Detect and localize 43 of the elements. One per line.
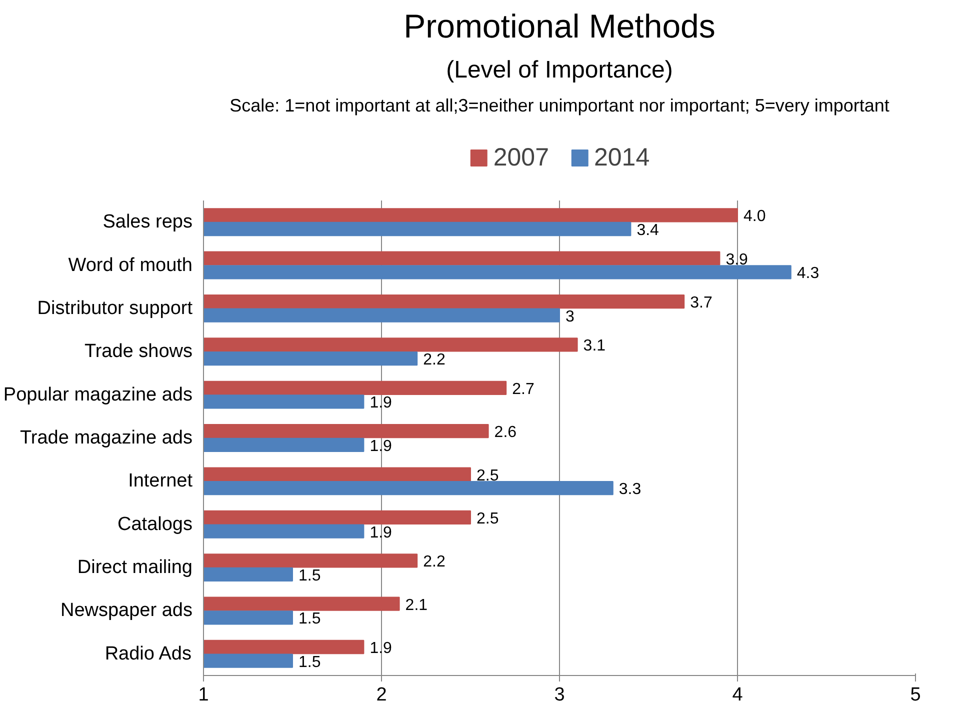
- data-label: 3.7: [690, 294, 712, 312]
- data-label: 4.0: [744, 208, 766, 226]
- data-label: 3.9: [726, 251, 748, 268]
- data-label: 2.1: [405, 596, 428, 614]
- legend-label: 2007: [493, 143, 549, 172]
- data-label: 2.2: [423, 554, 446, 571]
- x-tick-label: 1: [198, 684, 209, 706]
- y-tick-label: Word of mouth: [68, 254, 193, 276]
- text: Scale: 1=not important at all;3=neither unimportant nor important; 5=very important: [230, 96, 890, 116]
- y-tick-label: Trade magazine ads: [20, 428, 193, 448]
- chart-subtitle: (Level of Importance): [446, 56, 673, 84]
- data-label: 2.2: [423, 352, 446, 369]
- y-tick-label: Sales reps: [102, 212, 193, 233]
- y-tick-label: Radio Ads: [104, 643, 192, 664]
- data-label: 2.5: [476, 510, 499, 528]
- y-tick-label: Popular magazine ads: [3, 384, 193, 406]
- chart-title: Promotional Methods: [404, 8, 716, 44]
- y-tick-label: Trade shows: [84, 341, 192, 362]
- data-label: 1.9: [370, 524, 392, 542]
- y-tick-label: Internet: [128, 470, 194, 492]
- data-label: 2.5: [476, 467, 499, 484]
- data-label: 1.5: [298, 567, 321, 584]
- x-tick-label: 5: [910, 684, 921, 706]
- y-tick-label: Newspaper ads: [60, 600, 193, 622]
- data-label: 1.9: [370, 640, 392, 657]
- data-label: 1.5: [298, 610, 321, 628]
- data-label: 3: [566, 308, 574, 326]
- x-tick-label: 2: [376, 684, 387, 706]
- data-label: 2.7: [512, 380, 534, 398]
- data-label: 3.4: [636, 222, 660, 239]
- data-label: 3.3: [618, 481, 642, 498]
- data-label: 1.5: [298, 654, 321, 671]
- data-label: 1.9: [370, 394, 392, 412]
- y-tick-label: Catalogs: [118, 514, 193, 535]
- y-tick-label: Distributor support: [37, 298, 194, 319]
- data-label: 1.9: [370, 438, 392, 455]
- legend-label: 2014: [594, 143, 650, 172]
- data-label: 2.6: [494, 424, 517, 442]
- y-tick-label: Direct mailing: [77, 557, 193, 578]
- x-tick-label: 4: [732, 684, 744, 706]
- x-tick-label: 3: [554, 684, 565, 706]
- data-label: 3.1: [583, 338, 606, 355]
- data-label: 4.3: [796, 265, 820, 282]
